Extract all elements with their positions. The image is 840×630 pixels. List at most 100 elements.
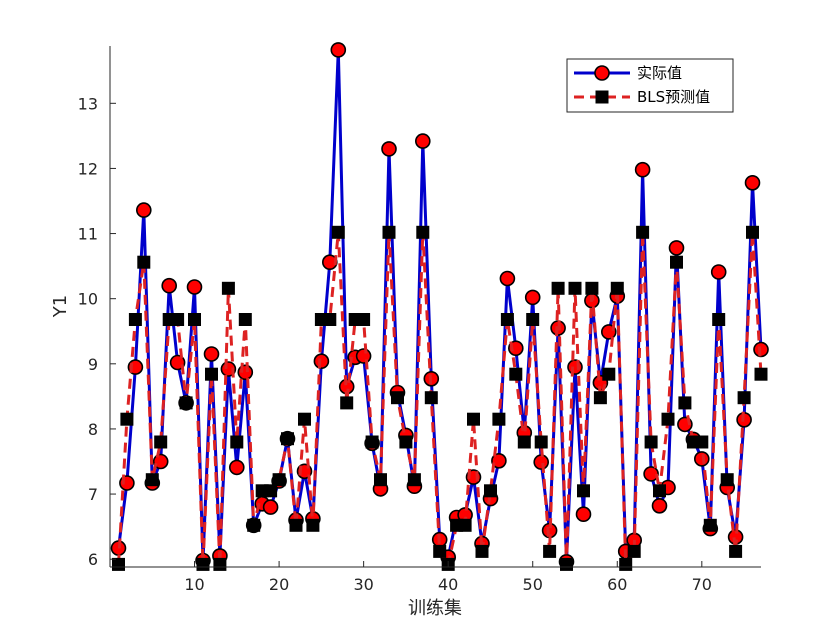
data-point	[407, 473, 421, 487]
data-point	[602, 367, 616, 381]
y-tick-label: 7	[88, 485, 98, 504]
data-point	[712, 313, 726, 326]
data-point	[526, 313, 540, 326]
legend: 实际值 BLS预测值	[566, 58, 734, 113]
data-point	[238, 313, 252, 326]
data-point	[575, 506, 592, 523]
data-point	[186, 279, 203, 295]
data-point	[154, 435, 168, 449]
data-point	[161, 277, 177, 294]
x-tick-label: 40	[438, 575, 458, 594]
y-axis-title: Y1	[50, 295, 71, 318]
data-point	[729, 544, 743, 558]
data-point	[668, 240, 685, 256]
data-point	[467, 412, 480, 426]
legend-marker-predicted	[595, 90, 609, 104]
legend-marker-actual	[594, 65, 610, 81]
data-point	[634, 161, 651, 178]
data-point	[651, 497, 668, 514]
data-point	[313, 353, 330, 370]
data-point	[281, 432, 294, 446]
data-point	[710, 264, 727, 280]
data-point	[433, 544, 447, 558]
data-point	[644, 435, 658, 449]
data-point	[703, 518, 717, 532]
data-point	[754, 367, 768, 381]
data-point	[533, 454, 550, 470]
data-point	[264, 484, 278, 498]
data-point	[653, 484, 666, 498]
data-point	[670, 255, 683, 269]
data-point	[534, 435, 548, 449]
data-point	[128, 313, 142, 326]
x-tick-label: 70	[692, 575, 712, 594]
y-tick-label: 12	[78, 159, 98, 178]
y-tick-label: 11	[78, 225, 98, 244]
y-tick-label: 10	[78, 290, 98, 309]
data-point	[205, 367, 218, 381]
data-point	[374, 473, 387, 487]
series-layer	[110, 42, 769, 571]
data-point	[509, 367, 523, 381]
data-point	[203, 346, 220, 362]
data-point	[382, 225, 396, 239]
data-point	[636, 225, 650, 239]
x-tick-label: 30	[353, 575, 373, 594]
data-point	[720, 473, 734, 487]
data-point	[627, 544, 641, 558]
data-point	[744, 175, 761, 191]
data-point	[179, 396, 193, 410]
data-point	[298, 412, 311, 426]
x-tick-label: 10	[184, 575, 204, 594]
data-point	[661, 412, 675, 426]
data-point	[136, 202, 152, 218]
y-tick-label: 8	[88, 420, 98, 439]
legend-label-actual: 实际值	[637, 64, 682, 82]
data-point	[306, 518, 320, 532]
data-point	[213, 557, 227, 571]
axes-layer: 10 20 30 40 50 60 70 6 7 8 9 10 11 12 13	[78, 46, 761, 594]
data-point	[289, 518, 303, 532]
data-point	[331, 225, 345, 239]
data-point	[330, 42, 347, 58]
data-point	[491, 452, 507, 469]
data-point	[524, 289, 541, 306]
data-point	[458, 518, 472, 532]
data-point	[475, 544, 489, 558]
data-point	[500, 313, 514, 326]
data-point	[391, 391, 404, 405]
data-point	[619, 557, 633, 571]
data-point	[247, 518, 261, 532]
data-point	[551, 281, 565, 295]
x-tick-label: 50	[523, 575, 543, 594]
data-point	[355, 348, 372, 364]
data-point	[229, 459, 245, 476]
data-point	[543, 544, 557, 558]
y-tick-label: 9	[88, 355, 98, 374]
data-point	[484, 484, 497, 498]
y-tick-label: 6	[88, 550, 98, 569]
data-point	[340, 396, 354, 410]
legend-label-predicted: BLS预测值	[637, 88, 710, 106]
data-point	[221, 281, 235, 295]
data-point	[365, 435, 379, 449]
data-point	[517, 435, 531, 449]
data-point	[492, 412, 506, 426]
y-tick-label: 13	[78, 94, 98, 113]
data-point	[416, 225, 430, 239]
data-point	[577, 484, 590, 498]
data-point	[424, 391, 438, 405]
data-point	[381, 141, 397, 157]
data-point	[196, 557, 210, 571]
data-point	[137, 255, 151, 269]
data-point	[610, 281, 624, 295]
x-tick-label: 60	[607, 575, 627, 594]
data-point	[499, 270, 516, 287]
data-point	[230, 435, 244, 449]
data-point	[262, 499, 279, 515]
data-point	[171, 313, 185, 326]
data-point	[560, 557, 573, 571]
data-point	[145, 473, 159, 487]
data-point	[737, 391, 751, 405]
